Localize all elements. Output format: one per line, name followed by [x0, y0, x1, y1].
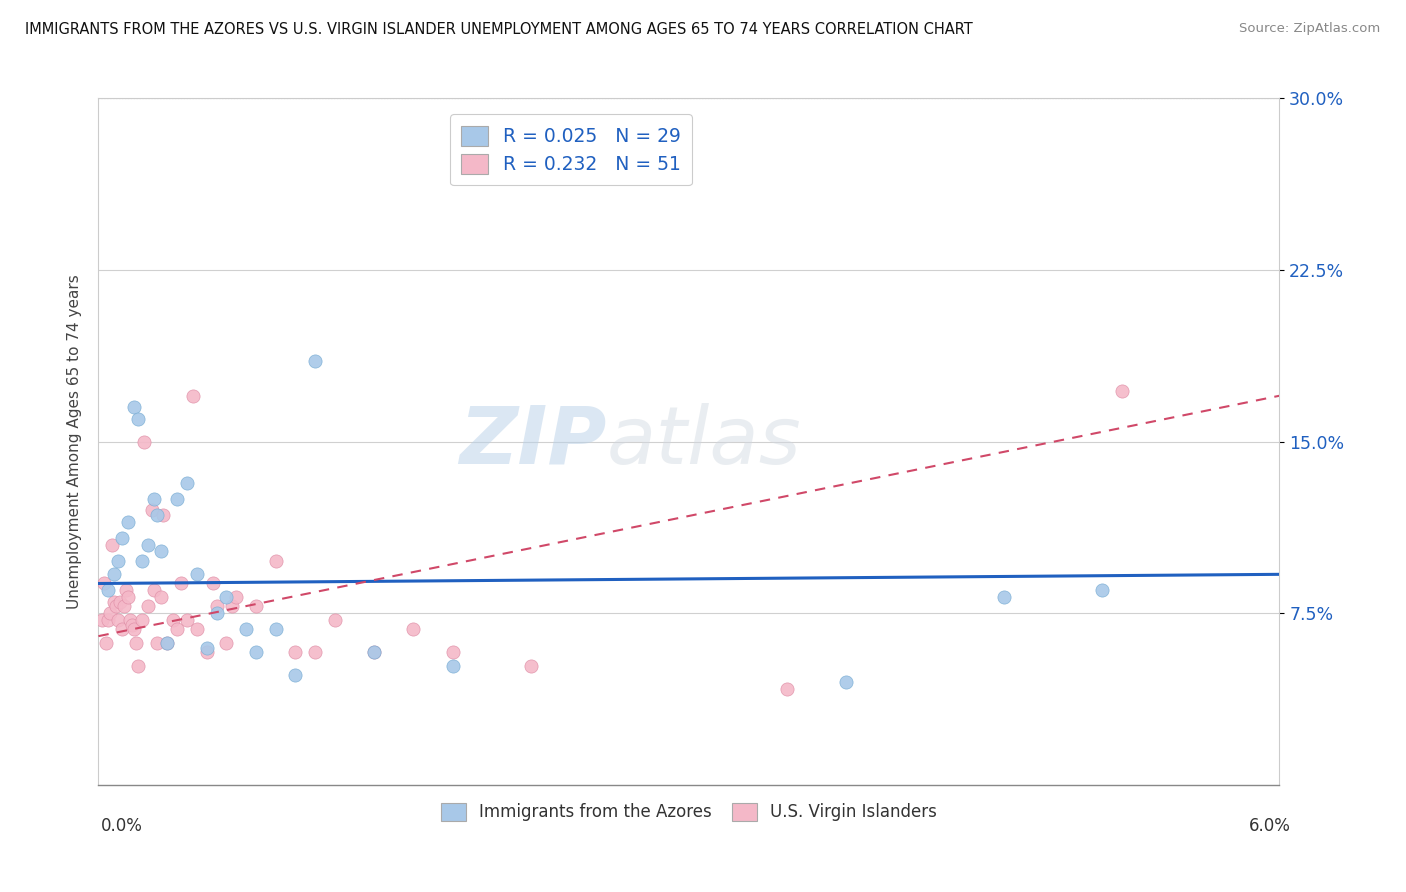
Point: [136, 599, 159, 614]
Text: atlas: atlas: [606, 402, 801, 481]
Point: [225, 591, 247, 605]
Point: [93, 576, 115, 591]
Point: [136, 537, 159, 551]
Point: [520, 659, 543, 673]
Point: [235, 622, 257, 636]
Point: [131, 613, 153, 627]
Point: [323, 613, 346, 627]
Point: [176, 475, 198, 490]
Point: [205, 599, 228, 614]
Point: [264, 553, 287, 567]
Point: [121, 617, 143, 632]
Point: [142, 583, 165, 598]
Point: [186, 622, 208, 636]
Point: [195, 640, 218, 655]
Point: [402, 622, 425, 636]
Point: [162, 613, 184, 627]
Point: [441, 645, 464, 659]
Y-axis label: Unemployment Among Ages 65 to 74 years: Unemployment Among Ages 65 to 74 years: [66, 274, 82, 609]
Point: [245, 599, 267, 614]
Point: [363, 645, 385, 659]
Text: 0.0%: 0.0%: [101, 817, 143, 835]
Point: [304, 645, 326, 659]
Point: [181, 389, 204, 403]
Point: [142, 491, 165, 506]
Point: [166, 622, 188, 636]
Point: [215, 591, 238, 605]
Point: [150, 544, 173, 558]
Point: [103, 567, 125, 582]
Point: [112, 599, 135, 614]
Point: [117, 515, 139, 529]
Point: [91, 613, 114, 627]
Point: [132, 434, 155, 449]
Point: [108, 595, 131, 609]
Point: [97, 583, 120, 598]
Point: [284, 645, 307, 659]
Point: [111, 531, 134, 545]
Point: [98, 607, 121, 621]
Point: [118, 613, 141, 627]
Point: [97, 613, 120, 627]
Point: [1091, 583, 1114, 598]
Text: IMMIGRANTS FROM THE AZORES VS U.S. VIRGIN ISLANDER UNEMPLOYMENT AMONG AGES 65 TO: IMMIGRANTS FROM THE AZORES VS U.S. VIRGI…: [25, 22, 973, 37]
Point: [107, 613, 129, 627]
Text: ZIP: ZIP: [458, 402, 606, 481]
Point: [1111, 384, 1133, 399]
Point: [152, 508, 174, 522]
Point: [215, 636, 238, 650]
Point: [166, 491, 188, 506]
Point: [117, 591, 139, 605]
Point: [245, 645, 267, 659]
Point: [363, 645, 385, 659]
Point: [111, 622, 134, 636]
Point: [304, 354, 326, 368]
Point: [115, 583, 138, 598]
Point: [993, 591, 1015, 605]
Point: [105, 599, 128, 614]
Point: [127, 411, 149, 425]
Point: [264, 622, 287, 636]
Point: [221, 599, 243, 614]
Point: [835, 675, 858, 690]
Point: [201, 576, 224, 591]
Point: [146, 508, 169, 522]
Point: [156, 636, 179, 650]
Point: [776, 681, 799, 696]
Point: [170, 576, 193, 591]
Point: [176, 613, 198, 627]
Legend: Immigrants from the Azores, U.S. Virgin Islanders: Immigrants from the Azores, U.S. Virgin …: [434, 797, 943, 828]
Point: [125, 636, 148, 650]
Point: [156, 636, 179, 650]
Point: [131, 553, 153, 567]
Point: [127, 659, 149, 673]
Point: [284, 668, 307, 682]
Text: Source: ZipAtlas.com: Source: ZipAtlas.com: [1240, 22, 1381, 36]
Point: [186, 567, 208, 582]
Point: [146, 636, 169, 650]
Point: [122, 400, 145, 414]
Point: [150, 591, 173, 605]
Point: [103, 595, 125, 609]
Point: [205, 607, 228, 621]
Point: [441, 659, 464, 673]
Point: [141, 503, 163, 517]
Text: 6.0%: 6.0%: [1249, 817, 1291, 835]
Point: [101, 537, 124, 551]
Point: [195, 645, 218, 659]
Point: [122, 622, 145, 636]
Point: [107, 553, 129, 567]
Point: [96, 636, 118, 650]
